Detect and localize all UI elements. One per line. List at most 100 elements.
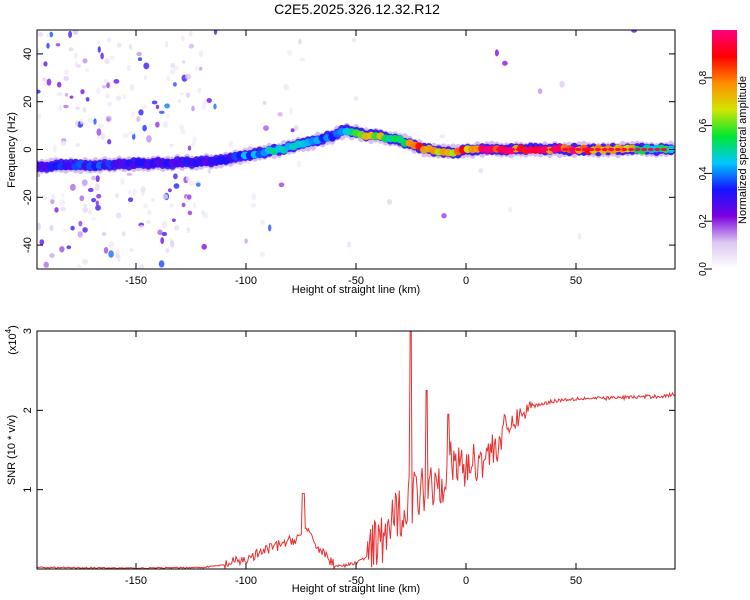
noise-cell: [164, 103, 170, 109]
noise-cell: [95, 200, 99, 206]
noise-cell: [87, 117, 94, 123]
noise-cell: [185, 175, 190, 182]
noise-cell: [128, 131, 135, 136]
y-tick-label: 1: [22, 487, 34, 493]
x-tick-label: 50: [570, 275, 582, 287]
ridge-core-cell: [502, 147, 509, 152]
noise-cell: [298, 38, 302, 45]
noise-cell: [78, 220, 83, 227]
noise-cell: [37, 49, 40, 53]
snr-series: [37, 331, 675, 569]
ridge-core-cell: [509, 147, 516, 152]
noise-cell: [166, 76, 171, 82]
noise-cell: [108, 250, 114, 258]
x-tick-label: 50: [570, 575, 582, 587]
noise-cell: [192, 136, 197, 143]
noise-cell: [76, 264, 82, 268]
ridge-core-cell: [628, 147, 634, 152]
colorbar-tick-label: 0.6: [698, 118, 709, 132]
noise-cell: [64, 92, 69, 97]
noise-cell: [180, 92, 185, 96]
noise-cell: [81, 179, 88, 186]
noise-cell: [39, 62, 45, 67]
chart-title: C2E5.2025.326.12.32.R12: [274, 1, 440, 17]
noise-cell: [244, 238, 248, 244]
noise-cell: [85, 67, 90, 73]
ridge-core-cell: [661, 147, 667, 152]
noise-cell: [56, 92, 63, 96]
noise-cell: [139, 224, 145, 229]
noise-cell: [93, 118, 97, 125]
colorbar-label: Normalized spectral amplitude: [737, 76, 749, 224]
svg-text:(x104): (x104): [4, 325, 19, 355]
noise-cell: [106, 37, 112, 43]
noise-cell: [79, 195, 85, 202]
noise-cell: [122, 93, 127, 100]
noise-cell: [95, 204, 101, 211]
noise-cell: [250, 203, 257, 208]
colorbar: 0.0 0.2 0.4 0.6 0.8 Normalized spectral ampl…: [698, 30, 749, 276]
x-tick-label: -100: [235, 575, 257, 587]
noise-cell: [131, 110, 135, 118]
noise-cell: [143, 203, 148, 209]
snr-y-ticks: 1 2 3: [22, 328, 675, 493]
ridge-core-cell: [515, 147, 522, 152]
noise-cell: [197, 87, 202, 94]
noise-cell: [155, 121, 160, 128]
noise-cell: [117, 254, 121, 263]
noise-cell: [42, 77, 47, 82]
noise-cell: [171, 218, 176, 223]
noise-cell: [185, 73, 191, 80]
ridge-core-cell: [595, 147, 601, 152]
noise-cell: [277, 112, 283, 117]
snr-panel: -150 -100 -50 0 50 1 2 3 Height of straight li…: [4, 325, 676, 595]
noise-cell: [100, 132, 105, 140]
ridge-core-cell: [529, 147, 535, 152]
ridge-core-cell: [634, 147, 641, 152]
colorbar-tick-label: 0.2: [698, 214, 709, 228]
noise-cell: [46, 78, 52, 86]
noise-cell: [293, 125, 299, 132]
noise-cell: [129, 84, 135, 92]
ridge-core-cell: [608, 147, 615, 152]
spectrogram-heatmap: [37, 30, 675, 269]
noise-cell: [120, 177, 125, 186]
noise-cell: [72, 30, 79, 35]
noise-cell: [283, 84, 290, 91]
spectrogram-panel: -150 -100 -50 0 50 -40 -20 0 20 40 Height of str…: [6, 29, 676, 296]
noise-cell: [141, 104, 148, 109]
noise-cell: [162, 193, 169, 200]
noise-cell: [439, 134, 446, 139]
y-tick-label: 3: [22, 328, 34, 334]
colorbar-tick-label: 0.0: [698, 262, 709, 276]
noise-cell: [107, 139, 112, 145]
noise-cell: [49, 224, 54, 232]
noise-cell: [115, 249, 120, 256]
noise-cell: [96, 40, 101, 45]
noise-cell: [167, 188, 172, 193]
scale-base: (x10: [7, 333, 19, 354]
noise-cell: [173, 183, 180, 189]
ridge-core-cell: [535, 147, 542, 152]
noise-cell: [151, 100, 158, 105]
noise-cell: [121, 231, 126, 237]
noise-cell: [87, 187, 94, 193]
ridge-core-cell: [588, 147, 595, 152]
noise-cell: [346, 241, 352, 248]
noise-cell: [75, 120, 79, 127]
snr-xlabel: Height of straight line (km): [292, 583, 420, 595]
noise-cell: [180, 35, 185, 42]
noise-cell: [173, 173, 178, 180]
noise-cell: [105, 93, 110, 99]
noise-cell: [82, 207, 88, 213]
noise-cell: [188, 180, 195, 187]
noise-cell: [43, 261, 49, 268]
noise-cell: [70, 225, 75, 231]
y-tick-label: 40: [22, 48, 34, 60]
scale-exponent: 4: [4, 328, 13, 333]
ridge-core-cell: [614, 147, 621, 152]
noise-cell: [74, 61, 79, 68]
noise-cell: [494, 49, 499, 57]
noise-cell: [136, 116, 141, 123]
noise-cell: [51, 193, 56, 201]
